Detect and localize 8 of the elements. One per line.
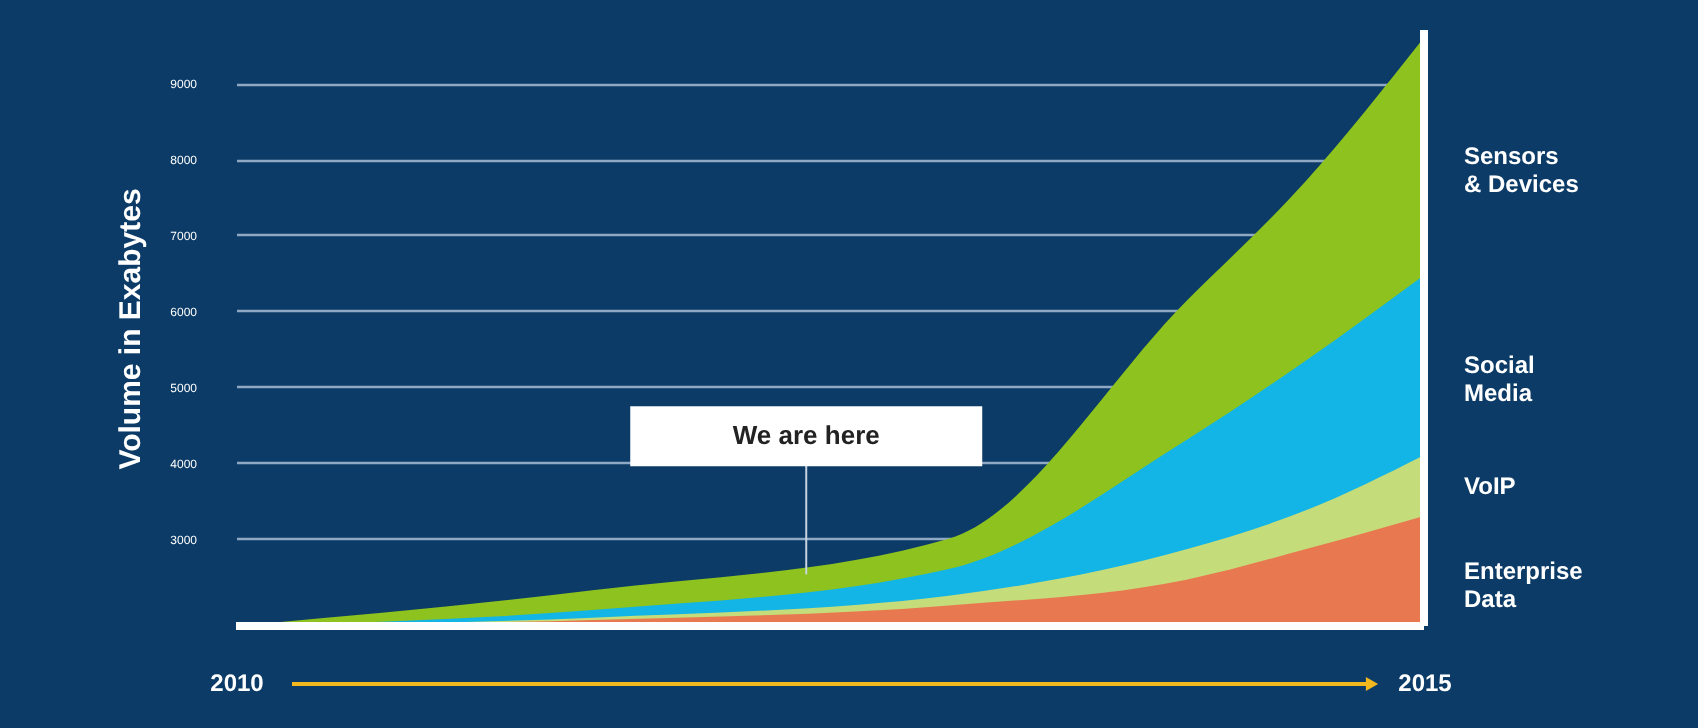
series-label: VoIP: [1464, 471, 1516, 500]
series-label: Social Media: [1464, 351, 1535, 408]
y-axis-title: Volume in Exabytes: [114, 188, 149, 470]
series-label: Enterprise Data: [1464, 556, 1584, 613]
x-tick-label: 2015: [1398, 669, 1453, 697]
series-label: Sensors & Devices: [1464, 142, 1580, 199]
annotation: We are here: [732, 420, 880, 451]
x-tick-label: 2010: [210, 669, 265, 697]
